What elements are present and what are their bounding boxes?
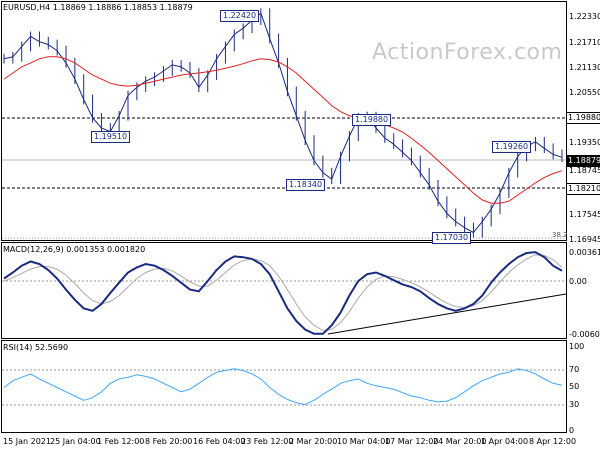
x-tick: 16 Feb 04:00 <box>193 437 246 446</box>
rsi-y-tick: 0 <box>569 426 575 435</box>
x-tick: 8 Feb 20:00 <box>145 437 193 446</box>
annotation-high: 1.19260 <box>492 141 532 153</box>
x-tick: 1 Feb 12:00 <box>97 437 145 446</box>
y-tick: 1.19350 <box>569 138 600 147</box>
main-title: EURUSD,H4 1.18869 1.18886 1.18853 1.1887… <box>3 3 193 12</box>
rsi-title: RSI(14) 52.5690 <box>3 343 69 352</box>
x-tick: 1 Apr 04:00 <box>481 437 529 446</box>
macd-pane-border <box>1 242 567 339</box>
rsi-y-tick: 50 <box>569 382 580 391</box>
x-tick: 8 Apr 12:00 <box>529 437 577 446</box>
annotation-low: 1.19510 <box>91 131 131 143</box>
x-tick: 25 Jan 04:00 <box>50 437 101 446</box>
fib-label: 38.2 <box>552 231 568 239</box>
price-line <box>3 12 563 234</box>
rsi-y-tick: 30 <box>569 400 580 409</box>
y-tick: 1.16945 <box>569 235 600 244</box>
x-tick: 2 Mar 20:00 <box>289 437 338 446</box>
signal-line <box>3 254 563 331</box>
y-tick: 1.18745 <box>569 166 600 175</box>
x-tick: 24 Mar 20:00 <box>433 437 487 446</box>
rsi-y-tick: 100 <box>569 342 585 351</box>
macd-series <box>3 251 563 335</box>
resistance-tag: 1.19880 <box>566 112 600 124</box>
support-tag: 1.18210 <box>566 183 600 195</box>
macd-line <box>3 251 563 335</box>
ma-line <box>3 56 563 204</box>
rsi-y-tick: 70 <box>569 365 580 374</box>
macd-trendline <box>327 293 567 335</box>
y-tick: 1.21710 <box>569 38 600 47</box>
rsi-series <box>3 368 563 406</box>
last-price-tag: 1.18879 <box>566 155 600 167</box>
rsi-line <box>3 368 563 406</box>
annotation-high: 1.22420 <box>220 10 260 22</box>
macd-title: MACD(12,26,9) 0.001353 0.001820 <box>3 245 146 254</box>
y-tick: 1.22330 <box>569 12 600 21</box>
y-tick: 1.20550 <box>569 88 600 97</box>
x-tick: 17 Mar 12:00 <box>385 437 439 446</box>
annotation-high: 1.19880 <box>352 114 392 126</box>
main-pane-border <box>1 1 567 241</box>
watermark: ActionForex.com <box>372 40 563 65</box>
x-tick: 15 Jan 2021 <box>3 437 51 446</box>
rsi-pane-border <box>1 340 567 433</box>
macd-y-tick: -0.006026 <box>569 330 600 339</box>
x-tick: 23 Feb 12:00 <box>241 437 294 446</box>
annotation-low: 1.17030 <box>432 232 472 244</box>
y-tick: 1.17545 <box>569 210 600 219</box>
main-series <box>3 8 563 238</box>
macd-y-tick: 0.003615 <box>569 248 600 257</box>
macd-y-tick: 0.00 <box>569 277 587 286</box>
annotation-low: 1.18340 <box>286 179 326 191</box>
x-tick: 10 Mar 04:00 <box>337 437 391 446</box>
y-tick: 1.21130 <box>569 63 600 72</box>
